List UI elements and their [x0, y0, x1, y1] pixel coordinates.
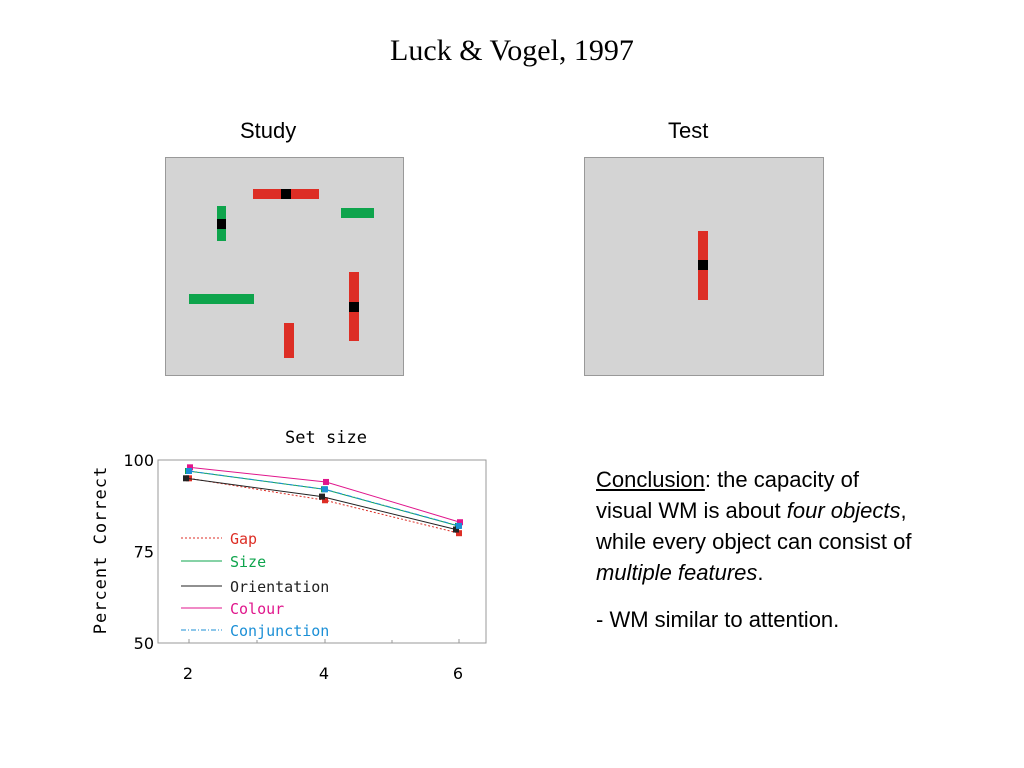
data-point: [187, 464, 193, 471]
gap-marker: [281, 189, 291, 199]
legend-label: Conjunction: [230, 622, 329, 640]
x-tick-label: 6: [453, 664, 463, 683]
conclusion-paragraph: Conclusion: the capacity of visual WM is…: [596, 467, 912, 585]
y-tick-label: 100: [123, 451, 154, 470]
bullet-point: - WM similar to attention.: [596, 607, 840, 632]
y-tick-label: 75: [134, 543, 154, 562]
data-point: [322, 497, 328, 504]
data-point: [456, 530, 462, 537]
y-tick-label: 50: [134, 634, 154, 653]
legend-label: Colour: [230, 600, 284, 618]
legend-label: Orientation: [230, 578, 329, 596]
chart-title: Set size: [285, 428, 367, 448]
data-point: [319, 493, 325, 500]
data-point: [457, 519, 463, 526]
data-point: [183, 475, 189, 482]
series: [183, 464, 463, 537]
x-tick-label: 4: [319, 664, 329, 683]
y-axis: 100 75 50: [123, 451, 154, 653]
y-axis-label: Percent Correct: [91, 466, 111, 635]
stimulus-bar: [341, 208, 374, 218]
gap-marker: [698, 260, 708, 270]
conclusion-text: Conclusion: the capacity of visual WM is…: [596, 464, 916, 635]
x-axis: 2 4 6: [183, 639, 463, 683]
test-display: [584, 157, 824, 376]
test-label: Test: [668, 118, 709, 143]
legend: Gap Size Orientation Colour Conjunction: [181, 530, 329, 640]
gap-marker: [217, 219, 226, 229]
data-point: [456, 522, 462, 529]
data-point: [453, 526, 459, 533]
x-tick-label: 2: [183, 664, 193, 683]
slide-title: Luck & Vogel, 1997: [390, 34, 634, 67]
data-point: [323, 478, 329, 485]
plot-frame: [157, 459, 487, 644]
conclusion-heading: Conclusion: [596, 467, 705, 492]
legend-label: Gap: [230, 530, 257, 548]
data-point: [322, 486, 328, 493]
legend-label: Size: [230, 553, 266, 571]
study-display: [165, 157, 404, 376]
gap-marker: [349, 302, 359, 312]
stimulus-bar: [284, 323, 294, 358]
series-line: [185, 477, 457, 531]
study-label: Study: [240, 118, 297, 143]
stimulus-bar: [189, 294, 254, 304]
data-point: [186, 467, 192, 474]
